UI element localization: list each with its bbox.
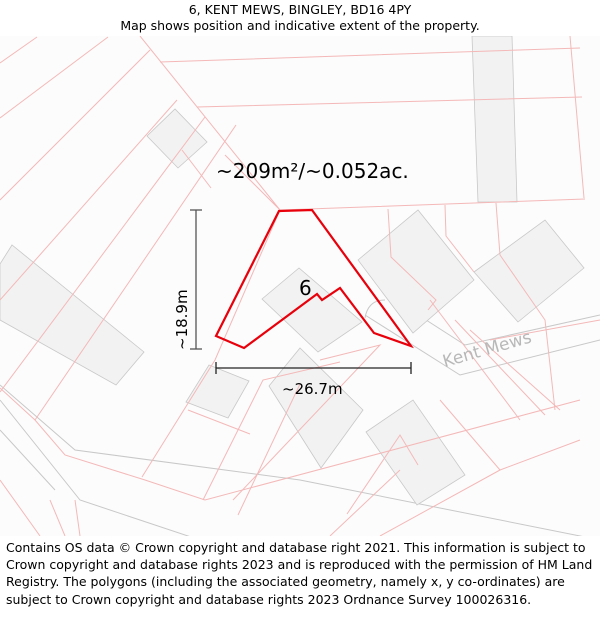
map-header: 6, KENT MEWS, BINGLEY, BD16 4PY Map show…	[0, 0, 600, 38]
height-dimension-line	[190, 209, 202, 350]
copyright-notice: Contains OS data © Crown copyright and d…	[6, 540, 593, 607]
map-subtitle: Map shows position and indicative extent…	[120, 18, 480, 33]
width-dimension-line	[215, 362, 412, 374]
property-boundary	[214, 208, 414, 350]
height-dimension-label: ~18.9m	[173, 289, 191, 350]
area-label: ~209m²/~0.052ac.	[216, 159, 409, 183]
property-address: 6, KENT MEWS, BINGLEY, BD16 4PY	[188, 2, 412, 17]
map-graphics	[0, 36, 600, 536]
plot-number-label: 6	[299, 276, 312, 300]
width-dimension-label: ~26.7m	[282, 380, 343, 398]
parcel-boundaries	[0, 36, 600, 536]
buildings	[0, 36, 585, 506]
map-canvas[interactable]: ~209m²/~0.052ac. 6 ~26.7m ~18.9m Kent Me…	[0, 36, 600, 536]
